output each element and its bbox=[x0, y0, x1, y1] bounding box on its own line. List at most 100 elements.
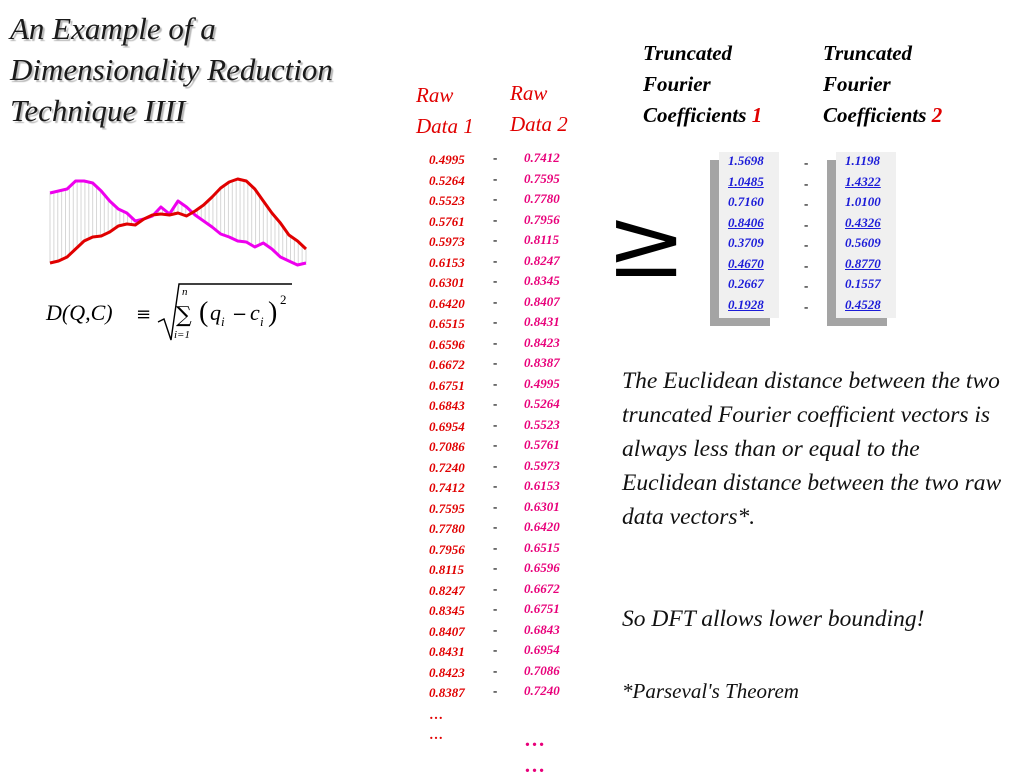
raw-data-2-value: 0.6843 bbox=[524, 621, 560, 637]
raw-data-2-value: 0.6301 bbox=[524, 498, 560, 514]
sum-upper-limit: n bbox=[182, 286, 188, 298]
separator-dash: - bbox=[804, 216, 809, 232]
raw-data-2-value: 0.6672 bbox=[524, 580, 560, 596]
raw-data-2-value: 0.6515 bbox=[524, 539, 560, 555]
coefficient-2-value: 0.8770 bbox=[845, 255, 881, 271]
raw-data-2-value: 0.5761 bbox=[524, 437, 560, 452]
raw-data-2-series-line bbox=[49, 179, 307, 267]
separator-dash: - bbox=[804, 278, 809, 293]
raw-data-1-value: 0.8423 bbox=[429, 664, 465, 680]
raw-data-1-header: Raw Data 1 bbox=[416, 83, 474, 138]
formula-subscript-c: i bbox=[260, 314, 264, 329]
separator-dash: - bbox=[493, 170, 498, 186]
separator-dash: - bbox=[493, 334, 498, 350]
truncated-coefficients-2-values: 1.1198 1.4322 1.0100 0.4326 0.5609 0.8770 0.15… bbox=[845, 151, 881, 315]
raw-data-2-value: 0.8247 bbox=[524, 252, 560, 268]
separator-dash: - bbox=[493, 621, 498, 637]
greater-or-equal-symbol: ≥ bbox=[606, 187, 687, 299]
raw-data-1-value: 0.7086 bbox=[429, 439, 465, 454]
formula-minus: − bbox=[232, 304, 247, 325]
raw-data-2-value: 0.7595 bbox=[524, 170, 560, 186]
formula-subscript-q: i bbox=[221, 314, 225, 329]
svg-text:D(Q,C): D(Q,C) bbox=[45, 300, 113, 325]
square-root-sign bbox=[157, 283, 292, 341]
separator-dash: - bbox=[493, 293, 498, 309]
formula-exponent: 2 bbox=[280, 292, 287, 307]
truncated-coefficients-1-panel bbox=[719, 152, 779, 318]
raw-data-2-value: 0.6596 bbox=[524, 560, 560, 575]
coefficient-2-value: 0.5609 bbox=[845, 235, 881, 250]
truncated-coefficients-1-values: 1.5698 1.0485 0.7160 0.8406 0.3709 0.4670 0.26… bbox=[728, 151, 764, 315]
raw-data-2-value: 0.7780 bbox=[524, 191, 560, 206]
raw-data-1-value: 0.6515 bbox=[429, 316, 465, 331]
raw-data-2-value: 0.5264 bbox=[524, 396, 560, 411]
separator-dash: - bbox=[493, 396, 498, 411]
formula-equiv: ≡ bbox=[136, 304, 151, 325]
coefficient-2-value: 0.1557 bbox=[845, 276, 881, 291]
raw-data-2-value: 0.4995 bbox=[524, 375, 560, 391]
slide-title-line-1: An Example of a bbox=[10, 11, 216, 46]
separator-dash: - bbox=[493, 375, 498, 391]
coefficient-2-value: 0.4528 bbox=[845, 296, 881, 312]
raw-data-1-value: 0.8431 bbox=[429, 644, 465, 659]
separator-dash: - bbox=[493, 211, 498, 227]
explanation-paragraph: The Euclidean distance between the two t… bbox=[622, 368, 1002, 530]
raw-data-1-value: 0.5973 bbox=[429, 234, 465, 249]
formula-lhs: D(Q,C) bbox=[45, 300, 113, 325]
raw-data-2-value: 0.7412 bbox=[524, 150, 560, 165]
raw-data-2-value: 0.6420 bbox=[524, 519, 560, 534]
separator-dash: - bbox=[493, 314, 498, 329]
raw-data-1-value: 0.6153 bbox=[429, 254, 465, 270]
raw-data-1-value: 0.6751 bbox=[429, 377, 465, 393]
coefficient-1-value: 1.0485 bbox=[728, 173, 764, 189]
raw-data-2-value: 0.8423 bbox=[524, 334, 560, 350]
raw-data-2-value: 0.7240 bbox=[524, 683, 560, 698]
raw-data-2-value: 0.8387 bbox=[524, 355, 560, 370]
raw-data-1-values: 0.4995 0.5264 0.5523 0.5761 0.5973 0.6153 0.63… bbox=[429, 150, 465, 704]
coefficient-2-value: 1.4322 bbox=[845, 173, 881, 189]
raw-data-1-value: 0.6672 bbox=[429, 357, 465, 372]
raw-data-1-value: 0.7412 bbox=[429, 480, 465, 495]
slide-title-line-2: Dimensionality Reduction bbox=[10, 52, 333, 87]
raw-data-2-value: 0.8115 bbox=[524, 232, 560, 247]
separator-dash: - bbox=[493, 437, 498, 452]
svg-text:): ) bbox=[268, 297, 277, 328]
separator-dash: - bbox=[493, 478, 498, 493]
raw-data-1-value: 0.7780 bbox=[429, 521, 465, 536]
raw-data-1-value: 0.6954 bbox=[429, 418, 465, 434]
truncated-coefficients-2-panel bbox=[836, 152, 896, 318]
raw-data-2-ellipsis: … … bbox=[524, 727, 545, 777]
raw-data-2-values: 0.7412 0.7595 0.7780 0.7956 0.8115 0.8247 0.83… bbox=[524, 148, 560, 702]
raw-data-1-value: 0.5523 bbox=[429, 193, 465, 208]
raw-data-2-value: 0.7956 bbox=[524, 211, 560, 227]
separator-dash: - bbox=[493, 560, 498, 575]
raw-data-1-value: 0.7595 bbox=[429, 500, 465, 516]
raw-data-1-value: 0.6301 bbox=[429, 275, 465, 290]
coefficient-1-value: 0.3709 bbox=[728, 235, 764, 250]
raw-data-2-header: Raw Data 2 bbox=[510, 81, 568, 136]
raw-data-2-value: 0.6153 bbox=[524, 478, 560, 493]
separator-dash: - bbox=[493, 150, 498, 165]
raw-data-1-value: 0.6843 bbox=[429, 398, 465, 413]
raw-data-1-ellipsis: … … bbox=[429, 708, 443, 743]
separator-dash: - bbox=[493, 539, 498, 555]
raw-data-2-value: 0.6954 bbox=[524, 642, 560, 657]
raw-data-1-value: 0.7956 bbox=[429, 541, 465, 557]
summation-symbol: ∑ bbox=[176, 303, 192, 328]
formula-term-q: q bbox=[210, 300, 221, 325]
raw-data-2-value: 0.5973 bbox=[524, 457, 560, 473]
separator-dash: - bbox=[493, 457, 498, 473]
svg-text:(: ( bbox=[199, 297, 208, 328]
raw-data-2-value: 0.8407 bbox=[524, 293, 560, 309]
raw-data-1-value: 0.7240 bbox=[429, 459, 465, 475]
raw-data-2-value: 0.5523 bbox=[524, 416, 560, 432]
separator-dash: - bbox=[493, 355, 498, 370]
separator-dash: - bbox=[493, 252, 498, 268]
slide-title-line-3: Technique IIII bbox=[10, 93, 186, 128]
separator-dash: - bbox=[493, 232, 498, 247]
raw-data-2-value: 0.8345 bbox=[524, 273, 560, 288]
coefficient-2-value: 1.1198 bbox=[845, 153, 881, 168]
coefficient-2-value: 1.0100 bbox=[845, 194, 881, 209]
separator-dash: - bbox=[493, 662, 498, 678]
parseval-footnote: *Parseval's Theorem bbox=[622, 679, 799, 703]
